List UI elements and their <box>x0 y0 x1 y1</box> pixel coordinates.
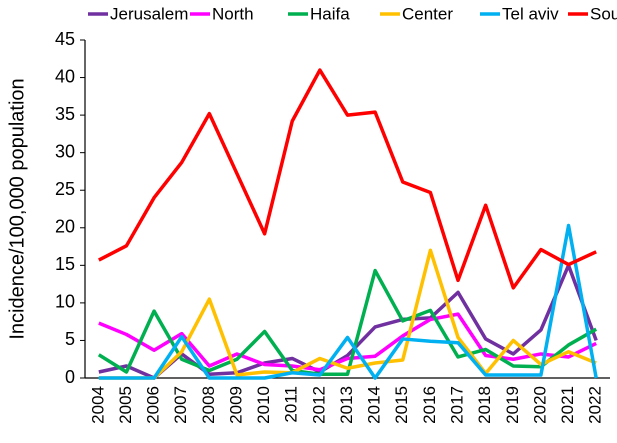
x-tick-label: 2004 <box>88 386 107 424</box>
x-tick-label: 2007 <box>171 386 190 424</box>
series-line <box>98 248 597 380</box>
y-tick-label: 0 <box>65 367 75 387</box>
x-tick-label: 2018 <box>475 386 494 424</box>
x-tick-label: 2011 <box>282 386 301 423</box>
x-tick-label: 2008 <box>199 386 218 424</box>
y-axis-title: Incidence/100,000 population <box>6 78 28 339</box>
y-tick-label: 25 <box>55 179 75 199</box>
legend-label: Tel aviv <box>502 4 559 23</box>
series-line <box>98 68 597 290</box>
y-tick-label: 10 <box>55 292 75 312</box>
y-tick-label: 35 <box>55 104 75 124</box>
y-tick-label: 20 <box>55 217 75 237</box>
x-tick-label: 2019 <box>503 386 522 424</box>
series-line <box>97 268 598 376</box>
x-tick-label: 2014 <box>365 386 384 424</box>
x-tick-label: 2020 <box>530 386 549 424</box>
x-tick-label: 2015 <box>392 386 411 424</box>
x-tick-label: 2006 <box>144 386 163 424</box>
x-tick-label: 2013 <box>337 386 356 424</box>
x-tick-label: 2017 <box>448 386 467 424</box>
x-tick-label: 2005 <box>116 386 135 424</box>
series-line <box>98 312 597 372</box>
legend-label: South <box>590 4 617 23</box>
y-tick-label: 30 <box>55 141 75 161</box>
y-tick-label: 5 <box>65 329 75 349</box>
x-tick-label: 2021 <box>558 386 577 424</box>
y-tick-label: 45 <box>55 29 75 49</box>
series-line <box>98 223 598 380</box>
y-tick-label: 40 <box>55 66 75 86</box>
x-tick-label: 2010 <box>254 386 273 424</box>
legend-label: Haifa <box>310 4 350 23</box>
x-tick-label: 2009 <box>226 386 245 424</box>
legend-label: Center <box>402 4 453 23</box>
legend-label: Jerusalem <box>110 4 188 23</box>
y-tick-label: 15 <box>55 254 75 274</box>
legend-label: North <box>212 4 254 23</box>
x-tick-label: 2012 <box>309 386 328 424</box>
x-tick-label: 2022 <box>586 386 605 424</box>
x-tick-label: 2016 <box>420 386 439 424</box>
